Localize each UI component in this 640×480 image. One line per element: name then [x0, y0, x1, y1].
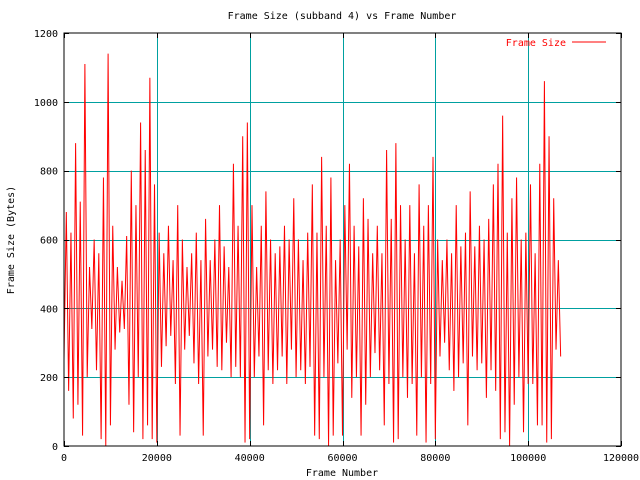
- x-tick-label: 100000: [510, 453, 546, 464]
- axis-tick-labels: 0 20000 40000 60000 80000 100000 120000 0 200 400…: [34, 29, 639, 464]
- y-tick-label: 200: [40, 373, 58, 384]
- series-line-frame-size: [63, 53, 562, 447]
- chart-title: Frame Size (subband 4) vs Frame Number: [228, 11, 457, 22]
- y-tick-label: 600: [40, 236, 58, 247]
- y-tick-label: 400: [40, 304, 58, 315]
- y-axis-label: Frame Size (Bytes): [6, 186, 17, 294]
- x-tick-label: 80000: [420, 453, 450, 464]
- plot-frame: [63, 32, 622, 447]
- series-layer: [63, 53, 562, 447]
- x-tick-label: 20000: [142, 453, 172, 464]
- legend-label: Frame Size: [506, 38, 566, 49]
- y-tick-label: 0: [52, 442, 58, 453]
- axis-ticks: [64, 33, 622, 447]
- x-tick-label: 40000: [235, 453, 265, 464]
- x-tick-label: 0: [61, 453, 67, 464]
- y-tick-label: 1200: [34, 29, 58, 40]
- x-tick-label: 120000: [603, 453, 639, 464]
- x-axis-label: Frame Number: [306, 468, 378, 479]
- legend: Frame Size: [506, 38, 606, 49]
- y-tick-label: 1000: [34, 98, 58, 109]
- x-tick-label: 60000: [327, 453, 357, 464]
- y-tick-label: 800: [40, 167, 58, 178]
- grid-lines: [64, 33, 621, 446]
